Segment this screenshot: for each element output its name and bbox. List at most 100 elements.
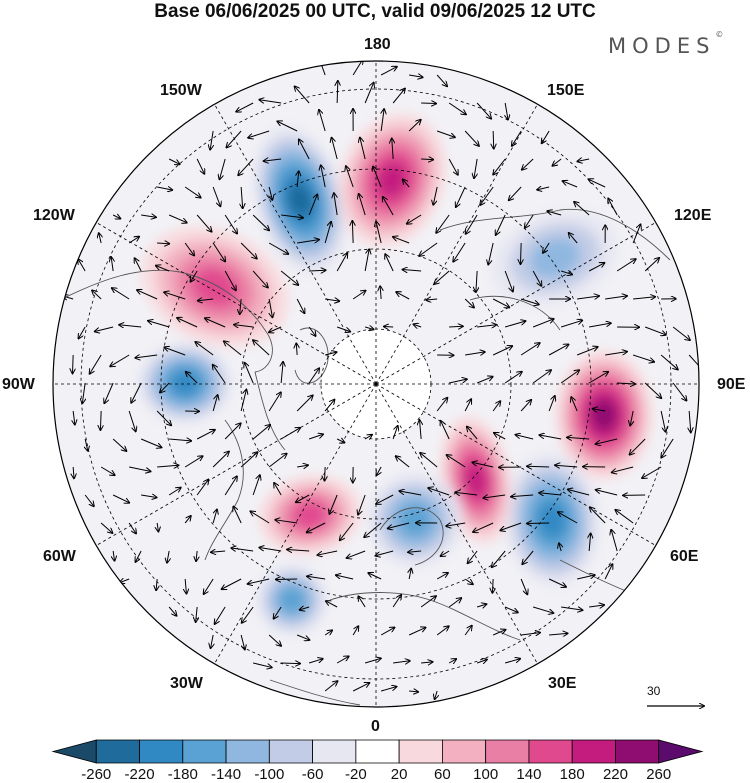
wind-vector: [448, 598, 461, 608]
wind-vector: [464, 578, 473, 584]
colorbar-tick-label: -60: [301, 766, 324, 783]
wind-vector: [264, 159, 282, 161]
wind-vector: [436, 398, 447, 412]
wind-vector: [215, 606, 226, 624]
wind-vector: [326, 601, 338, 608]
wind-vector: [483, 495, 506, 498]
wind-vector: [287, 549, 310, 551]
wind-vector: [511, 495, 534, 497]
wind-vector: [141, 215, 156, 217]
coastline: [204, 419, 244, 561]
wind-vector: [224, 341, 242, 356]
wind-vector: [576, 347, 597, 356]
wind-vector: [569, 233, 578, 244]
wind-vector: [112, 438, 126, 451]
wind-vector: [104, 382, 114, 403]
colorbar-segment: [615, 739, 660, 764]
anomaly-low-90W: [137, 342, 233, 424]
lon-label-150e: 150E: [547, 82, 585, 99]
wind-vector: [672, 326, 690, 340]
wind-vector: [198, 299, 214, 301]
wind-vector: [224, 476, 237, 496]
wind-vector: [492, 550, 506, 567]
wind-vector: [392, 89, 405, 104]
wind-vector: [336, 575, 354, 580]
colorbar-segment: [441, 739, 487, 764]
wind-vector: [380, 628, 394, 636]
wind-vector: [337, 81, 338, 104]
wind-vector: [269, 326, 282, 332]
wind-vector: [492, 630, 505, 636]
wind-vector: [364, 435, 372, 439]
wind-vector: [204, 578, 214, 594]
wind-vector: [92, 290, 102, 300]
wind-vector: [449, 326, 463, 327]
colorbar-tick-label: 20: [390, 766, 408, 783]
wind-vector: [537, 187, 550, 190]
wind-vector: [532, 270, 541, 286]
wind-vector: [324, 630, 332, 635]
wind-vector: [504, 372, 522, 384]
wind-vector: [113, 550, 114, 561]
lon-label-180: 180: [364, 36, 391, 53]
wind-vector: [560, 271, 572, 274]
wind-vector: [409, 691, 418, 692]
wind-vector: [195, 342, 214, 356]
wind-vector: [296, 395, 312, 412]
wind-vector: [436, 214, 450, 233]
wind-vector: [309, 270, 325, 271]
wind-vector: [420, 420, 422, 440]
wind-vector: [414, 324, 422, 327]
wind-vector: [238, 158, 254, 175]
wind-vector: [373, 167, 382, 188]
wind-vector: [137, 290, 158, 300]
wind-vector: [467, 427, 478, 440]
coastline: [59, 269, 273, 373]
colorbar-tick-label: -220: [124, 766, 155, 783]
wind-vector: [615, 510, 634, 524]
wind-vector: [464, 298, 474, 307]
anomaly-contour: [287, 182, 313, 218]
wind-vector: [542, 130, 550, 143]
wind-vector: [210, 130, 213, 150]
wind-vector: [340, 522, 354, 540]
wind-vector: [128, 410, 136, 431]
wind-vector: [352, 683, 369, 692]
wind-vector: [277, 121, 298, 132]
wind-vector: [297, 240, 319, 244]
wind-vector: [295, 86, 310, 104]
wind-vector: [300, 607, 310, 610]
wind-vector: [433, 186, 438, 205]
wind-vector: [280, 428, 300, 440]
lon-label-90e: 90E: [717, 376, 746, 393]
wind-vector: [167, 550, 169, 563]
wind-vector: [448, 659, 456, 663]
wind-vector: [520, 242, 521, 264]
wind-vector: [112, 494, 129, 503]
wind-vector: [231, 548, 254, 551]
wind-vector: [364, 249, 369, 272]
wind-vector: [233, 507, 242, 524]
wind-vector: [472, 462, 494, 468]
anomaly-contour: [170, 370, 200, 396]
wind-vector: [119, 325, 142, 327]
anomaly-contour: [591, 399, 617, 431]
colorbar-tick-label: 60: [434, 766, 451, 783]
wind-vector: [608, 199, 618, 216]
wind-vector: [252, 214, 269, 230]
wind-vector: [577, 159, 590, 161]
wind-vector: [196, 430, 215, 440]
wind-vector: [157, 522, 158, 531]
wind-vector: [521, 633, 540, 635]
wind-vector: [548, 396, 555, 412]
wind-vector: [520, 343, 539, 356]
wind-vector: [617, 383, 635, 384]
wind-vector: [212, 452, 229, 468]
wind-vector: [365, 658, 381, 664]
wind-vector: [477, 325, 496, 327]
wind-vector: [388, 522, 410, 528]
wind-vector: [308, 659, 322, 664]
wind-vector: [396, 456, 410, 468]
wind-vector: [212, 186, 220, 206]
wind-vector: [376, 466, 382, 475]
